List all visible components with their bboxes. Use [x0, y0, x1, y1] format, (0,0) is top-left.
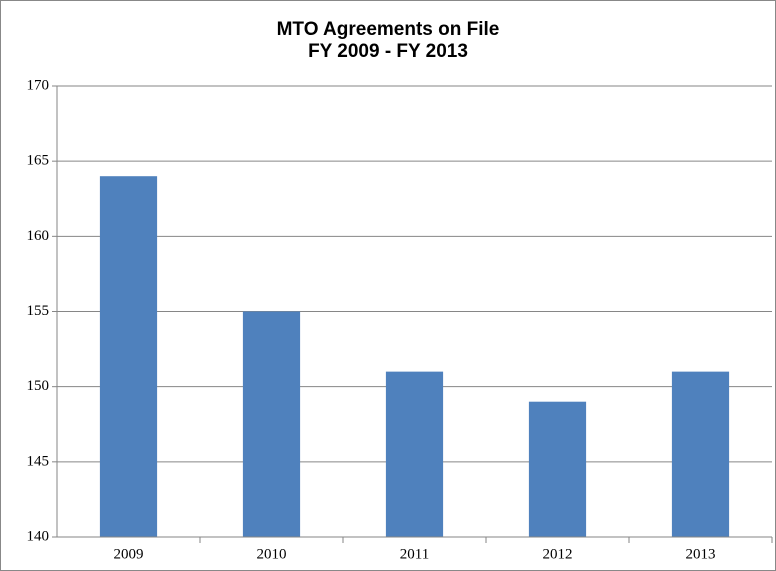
y-tick-label: 150: [27, 378, 50, 394]
x-tick-label: 2011: [400, 546, 429, 562]
bar: [671, 371, 730, 537]
y-tick-label: 160: [27, 228, 50, 244]
bar: [385, 371, 444, 537]
y-tick-label: 170: [27, 77, 50, 93]
bar: [528, 401, 587, 537]
y-tick-label: 145: [27, 453, 50, 469]
bar: [99, 176, 158, 537]
chart-subtitle: FY 2009 - FY 2013: [308, 41, 468, 62]
x-tick-label: 2009: [114, 546, 144, 562]
y-tick-label: 140: [27, 528, 50, 544]
y-tick-label: 165: [27, 153, 50, 169]
x-tick-label: 2010: [257, 546, 287, 562]
x-tick-label: 2013: [686, 546, 716, 562]
bar: [242, 311, 301, 537]
y-tick-label: 155: [27, 303, 50, 319]
x-tick-label: 2012: [543, 546, 573, 562]
chart-title: MTO Agreements on File: [277, 19, 500, 40]
